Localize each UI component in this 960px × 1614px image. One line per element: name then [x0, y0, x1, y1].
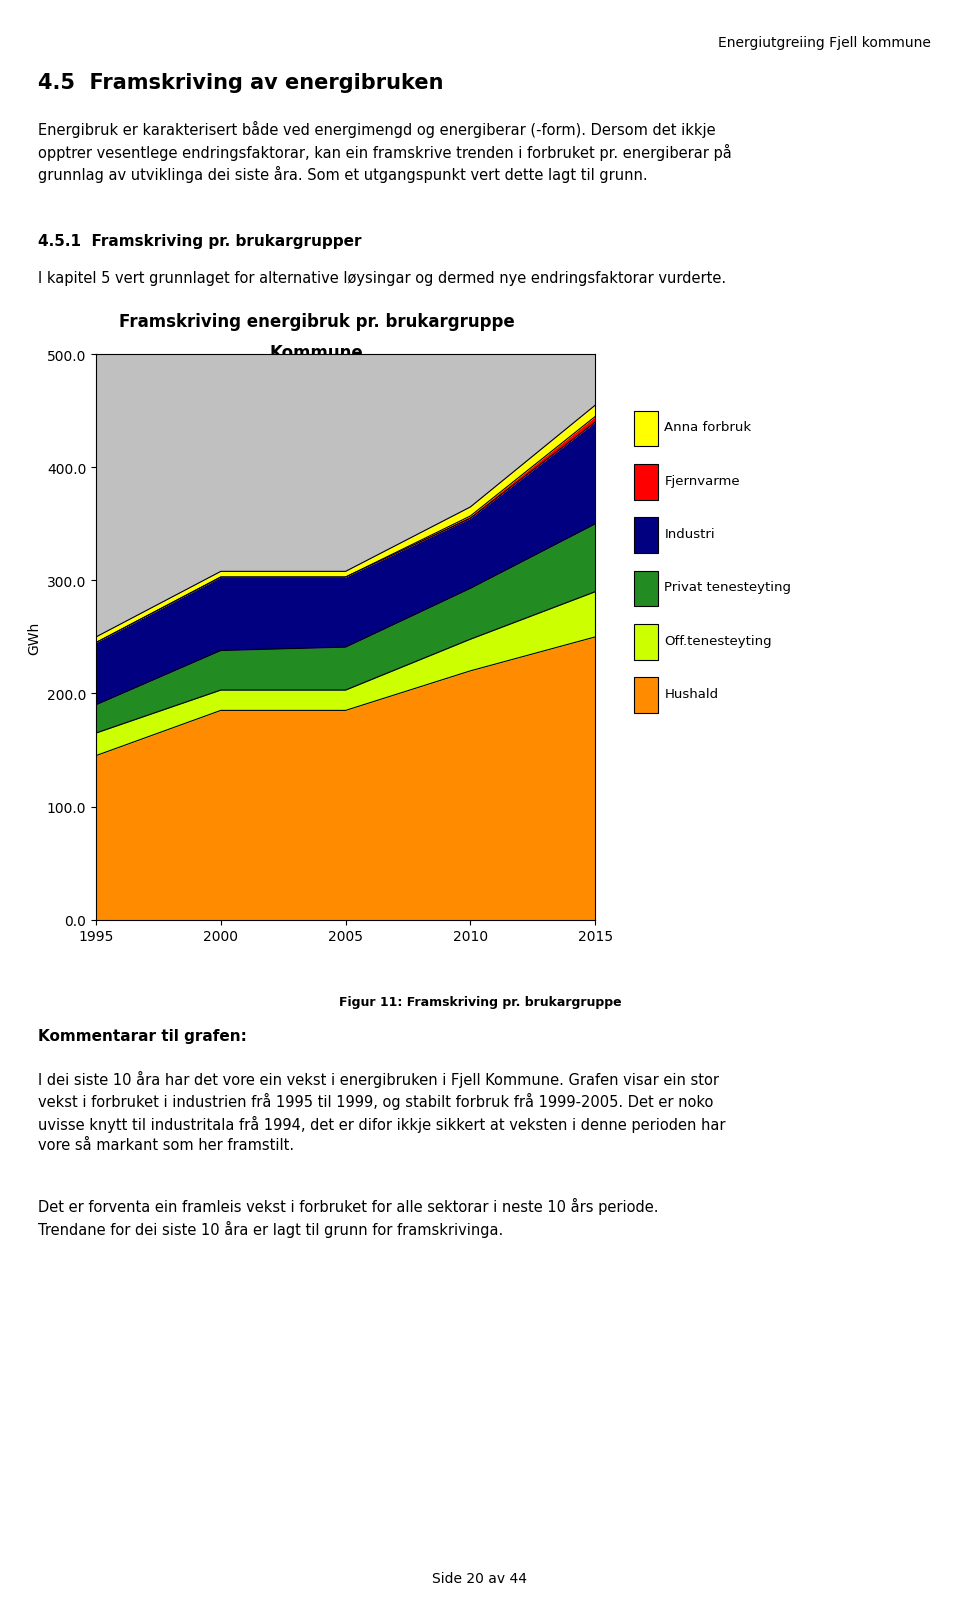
Text: Framskriving energibruk pr. brukargruppe: Framskriving energibruk pr. brukargruppe [119, 313, 515, 331]
FancyBboxPatch shape [634, 678, 658, 713]
Text: Kommune: Kommune [270, 344, 364, 362]
Text: 4.5.1  Framskriving pr. brukargrupper: 4.5.1 Framskriving pr. brukargrupper [38, 234, 362, 249]
FancyBboxPatch shape [634, 465, 658, 500]
Text: I kapitel 5 vert grunnlaget for alternative løysingar og dermed nye endringsfakt: I kapitel 5 vert grunnlaget for alternat… [38, 271, 727, 286]
Text: 4.5  Framskriving av energibruken: 4.5 Framskriving av energibruken [38, 73, 444, 92]
Text: Kommentarar til grafen:: Kommentarar til grafen: [38, 1028, 248, 1043]
Text: Side 20 av 44: Side 20 av 44 [433, 1570, 527, 1585]
Text: Off.tenesteyting: Off.tenesteyting [664, 634, 772, 647]
Text: Det er forventa ein framleis vekst i forbruket for alle sektorar i neste 10 års : Det er forventa ein framleis vekst i for… [38, 1198, 659, 1238]
Text: Anna forbruk: Anna forbruk [664, 421, 752, 434]
Y-axis label: GWh: GWh [27, 621, 41, 654]
Text: Privat tenesteyting: Privat tenesteyting [664, 581, 791, 594]
Text: Industri: Industri [664, 528, 715, 541]
FancyBboxPatch shape [634, 571, 658, 607]
Text: Hushald: Hushald [664, 688, 718, 700]
Text: Energibruk er karakterisert både ved energimengd og energiberar (-form). Dersom : Energibruk er karakterisert både ved ene… [38, 121, 732, 184]
Text: Fjernvarme: Fjernvarme [664, 475, 740, 487]
FancyBboxPatch shape [634, 518, 658, 554]
Text: I dei siste 10 åra har det vore ein vekst i energibruken i Fjell Kommune. Grafen: I dei siste 10 åra har det vore ein veks… [38, 1070, 726, 1152]
Text: Figur 11: Framskriving pr. brukargruppe: Figur 11: Framskriving pr. brukargruppe [339, 996, 621, 1009]
Text: Energiutgreiing Fjell kommune: Energiutgreiing Fjell kommune [718, 36, 931, 50]
FancyBboxPatch shape [634, 625, 658, 660]
FancyBboxPatch shape [634, 412, 658, 447]
